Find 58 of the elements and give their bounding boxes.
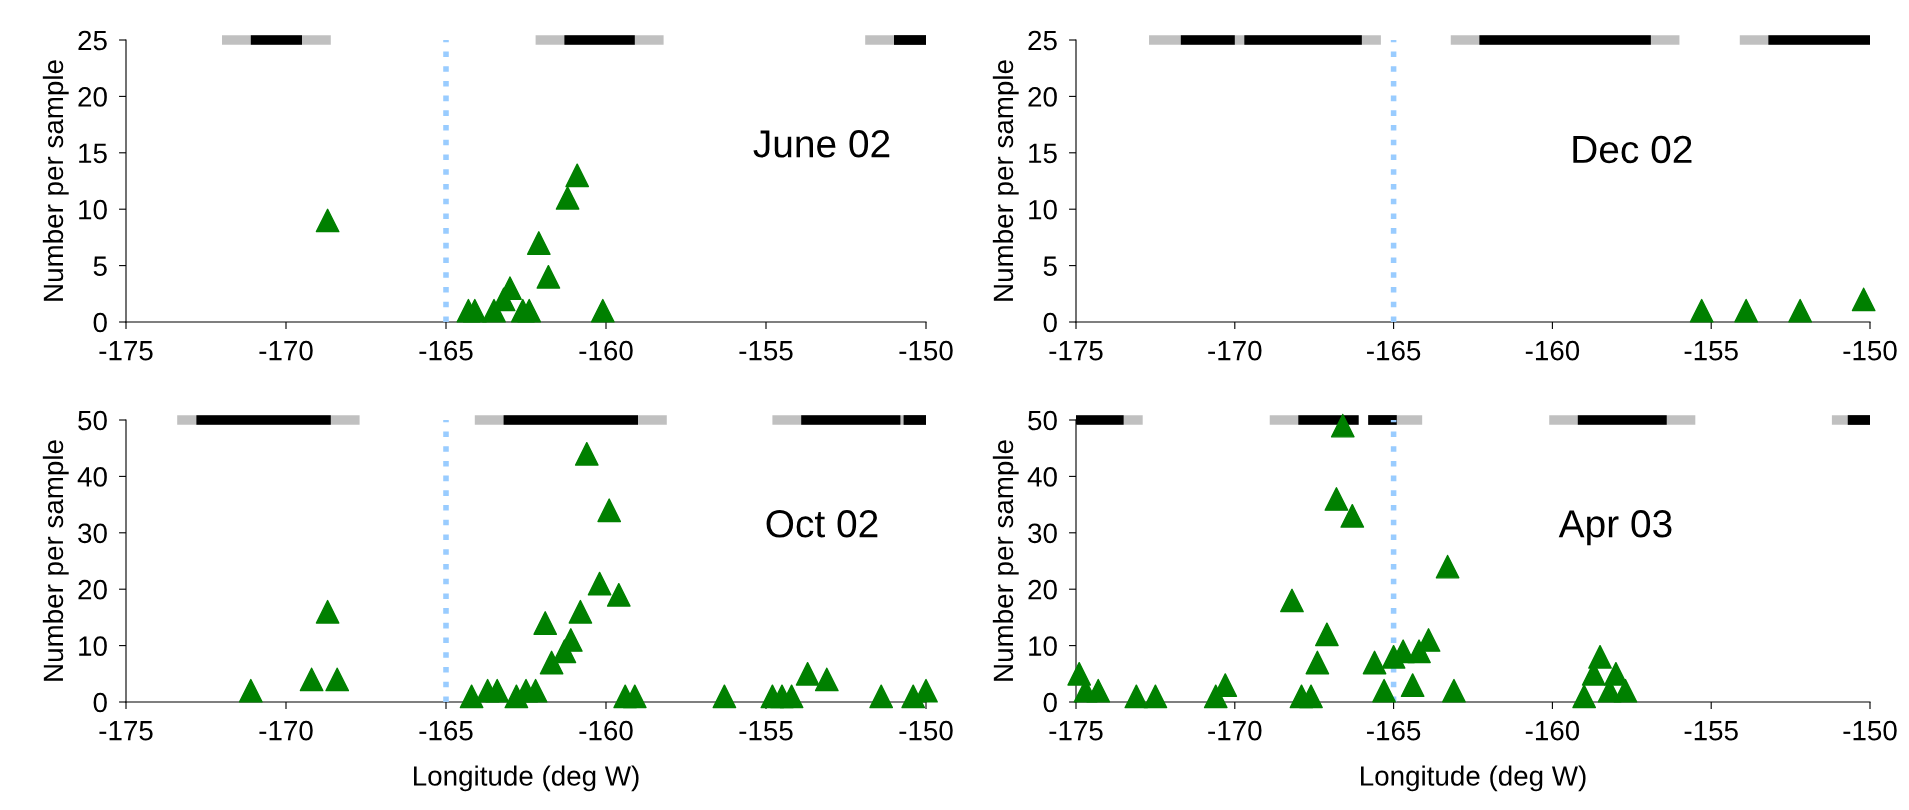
x-tick-label: -160 xyxy=(1525,720,1580,741)
x-tick-label: -150 xyxy=(899,720,953,741)
y-tick-label: 0 xyxy=(93,692,107,713)
y-tick-label: 10 xyxy=(1029,636,1057,656)
y-tick-label: 25 xyxy=(1028,30,1057,51)
x-tick-label: -155 xyxy=(739,721,793,741)
x-tick-label: -175 xyxy=(99,341,153,361)
y-tick-label: 20 xyxy=(1028,579,1057,600)
x-tick-label: -175 xyxy=(99,721,153,741)
y-tick-label: 20 xyxy=(78,579,107,600)
y-axis-title: Number per sample xyxy=(992,440,1019,681)
x-tick-label: -150 xyxy=(1843,720,1897,741)
x-tick-label: -165 xyxy=(1367,340,1421,361)
x-tick-label: -160 xyxy=(579,720,633,741)
y-tick-label: 15 xyxy=(1029,143,1057,164)
y-tick-label: 50 xyxy=(78,410,107,431)
y-tick-label: 0 xyxy=(1043,692,1057,713)
x-axis-title: Longitude (deg W) xyxy=(414,765,639,792)
y-tick-label: 25 xyxy=(78,30,107,51)
x-axis-title: Longitude (deg W) xyxy=(1361,765,1586,792)
x-tick-label: -150 xyxy=(1843,340,1897,361)
x-tick-label: -155 xyxy=(1684,341,1738,361)
x-tick-label: -165 xyxy=(419,720,473,741)
y-tick-label: 20 xyxy=(78,87,107,107)
x-tick-label: -155 xyxy=(739,341,793,361)
x-tick-label: -170 xyxy=(259,340,313,361)
y-tick-label: 30 xyxy=(1028,523,1057,544)
y-tick-label: 40 xyxy=(77,467,107,487)
y-tick-label: 10 xyxy=(1029,199,1057,220)
annotation: Dec 02 xyxy=(1573,135,1692,164)
x-tick-label: -170 xyxy=(259,720,313,741)
y-tick-label: 10 xyxy=(79,199,107,220)
y-tick-label: 40 xyxy=(1027,467,1057,487)
y-tick-label: 30 xyxy=(78,523,107,544)
y-tick-label: 5 xyxy=(93,256,107,276)
y-tick-label: 0 xyxy=(93,312,107,333)
y-tick-label: 20 xyxy=(1028,87,1057,107)
y-tick-label: 5 xyxy=(1043,256,1057,276)
x-tick-label: -175 xyxy=(1049,721,1103,741)
x-tick-label: -155 xyxy=(1684,721,1738,741)
x-tick-label: -170 xyxy=(1208,340,1262,361)
x-tick-label: -170 xyxy=(1208,720,1262,741)
annotation: June 02 xyxy=(753,130,890,158)
y-axis-title: Number per sample xyxy=(42,60,69,301)
annotation: Apr 03 xyxy=(1558,510,1672,546)
x-tick-label: -150 xyxy=(899,340,953,361)
x-tick-label: -165 xyxy=(419,340,473,361)
y-axis-title: Number per sample xyxy=(992,60,1019,301)
y-tick-label: 50 xyxy=(1028,410,1057,431)
y-tick-label: 10 xyxy=(79,636,107,656)
y-axis-title: Number per sample xyxy=(42,440,69,681)
x-tick-label: -160 xyxy=(579,340,633,361)
annotation: Oct 02 xyxy=(766,510,878,538)
x-tick-label: -165 xyxy=(1367,720,1421,741)
x-tick-label: -160 xyxy=(1525,340,1580,361)
x-tick-label: -175 xyxy=(1049,341,1103,361)
y-tick-label: 15 xyxy=(79,143,107,164)
y-tick-label: 0 xyxy=(1043,312,1057,333)
